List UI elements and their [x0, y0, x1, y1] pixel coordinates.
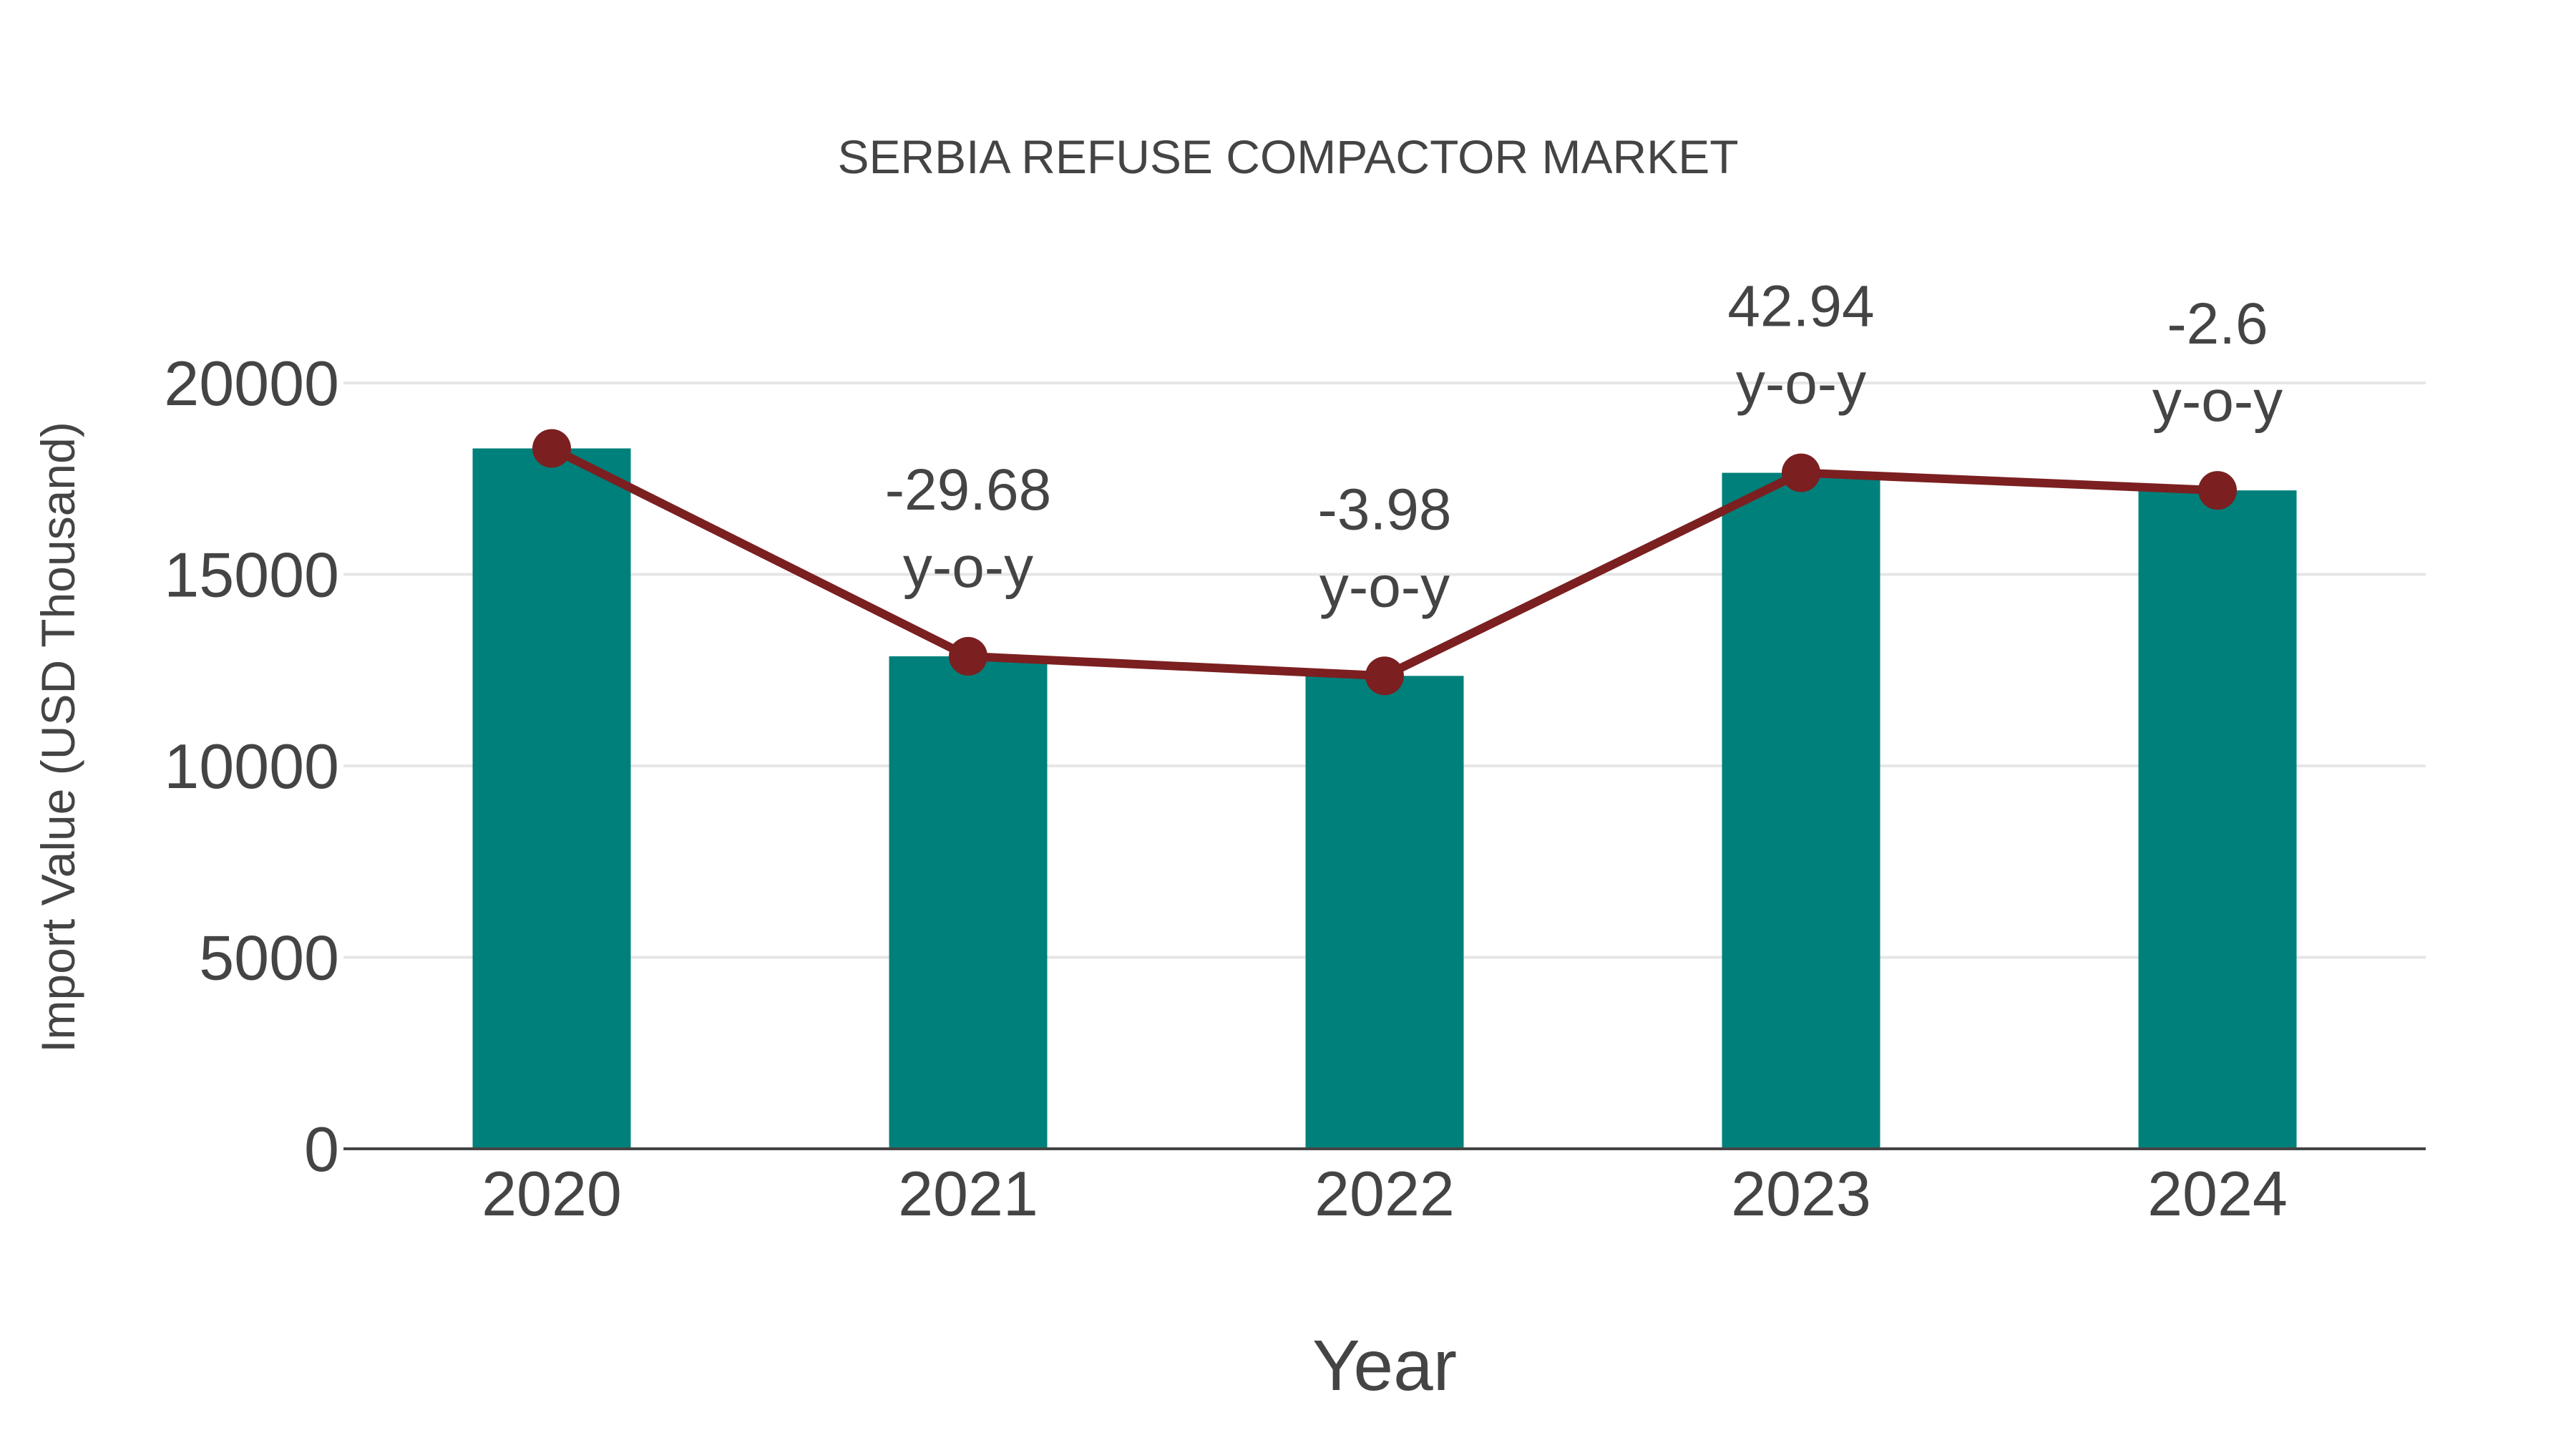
x-axis-ticks: 2020 2021 2022 2023 2024: [482, 1158, 2288, 1229]
yoy-value-label: -3.98: [1318, 477, 1452, 542]
yoy-suffix-label: y-o-y: [2152, 369, 2283, 434]
bar: [1305, 676, 1464, 1149]
data-point-marker: [1782, 453, 1820, 492]
data-point-marker: [532, 429, 571, 468]
bar: [889, 656, 1048, 1149]
yoy-suffix-label: y-o-y: [903, 535, 1033, 600]
y-tick-label: 0: [304, 1114, 339, 1185]
yoy-value-label: 42.94: [1727, 274, 1874, 339]
yoy-value-label: -29.68: [885, 457, 1052, 523]
yoy-suffix-label: y-o-y: [1736, 351, 1866, 417]
line-series: [532, 429, 2237, 696]
bar: [2138, 490, 2297, 1149]
yoy-value-label: -2.6: [2167, 291, 2268, 356]
bar-series: [472, 448, 2297, 1149]
x-tick-label: 2020: [482, 1158, 622, 1229]
yoy-annotations: -29.68 y-o-y -3.98 y-o-y 42.94 y-o-y -2.6 y-o-y: [885, 274, 2283, 620]
data-point-marker: [2198, 471, 2237, 510]
y-tick-label: 15000: [164, 540, 339, 611]
yoy-suffix-label: y-o-y: [1319, 554, 1450, 619]
x-tick-label: 2021: [898, 1158, 1038, 1229]
y-axis-title: Import Value (USD Thousand): [31, 422, 84, 1053]
bar: [472, 448, 631, 1149]
x-tick-label: 2022: [1314, 1158, 1455, 1229]
y-tick-label: 20000: [164, 348, 339, 419]
data-point-marker: [949, 636, 987, 676]
chart-title: SERBIA REFUSE COMPACTOR MARKET: [837, 130, 1738, 183]
data-point-marker: [1365, 656, 1404, 696]
y-tick-label: 5000: [199, 923, 339, 993]
x-tick-label: 2023: [1731, 1158, 1871, 1229]
bar: [1722, 472, 1880, 1149]
x-tick-label: 2024: [2147, 1158, 2288, 1229]
y-axis-ticks: 0 5000 10000 15000 20000: [164, 348, 339, 1185]
x-axis-title: Year: [1312, 1326, 1457, 1406]
y-tick-label: 10000: [164, 731, 339, 802]
